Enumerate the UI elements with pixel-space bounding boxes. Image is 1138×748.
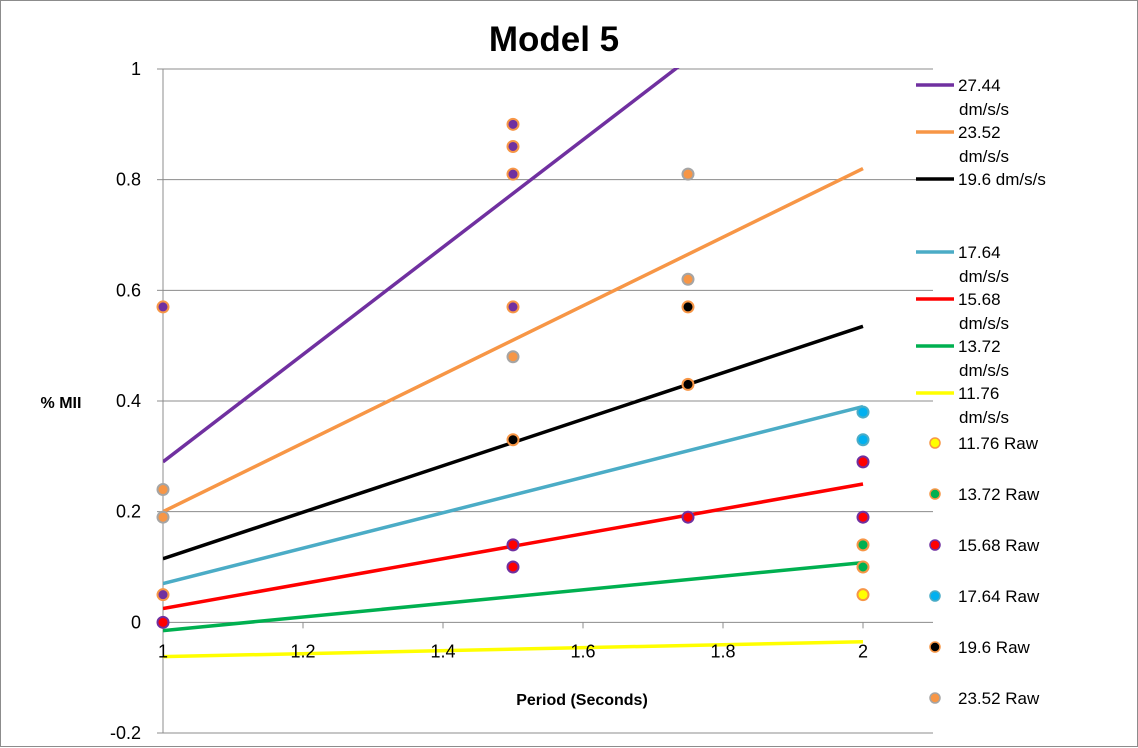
legend-marker-15-68-raw	[929, 539, 941, 551]
y-axis-label: % MII	[41, 395, 82, 412]
point-27-44-raw-2	[506, 117, 520, 131]
point-19-6-raw-0	[506, 433, 520, 447]
fit-line-17-64-dm-s-s	[163, 404, 864, 586]
point-27-44-raw-3	[506, 139, 520, 153]
point-23-52-raw-4	[681, 272, 695, 286]
legend-label-23-52-raw: 23.52 Raw	[958, 689, 1040, 708]
legend-label-23-52-dm-s-s: 23.52	[958, 123, 1001, 142]
legend: 27.44 dm/s/s 23.52 dm/s/s 19.6 dm/s/s 17.64 dm…	[916, 76, 1046, 708]
x-tick-label-1: 1.2	[290, 641, 315, 661]
legend-label-27-44-dm-s-s: 27.44	[958, 76, 1001, 95]
point-13-72-raw-1	[856, 560, 870, 574]
fit-line-11-76-dm-s-s	[163, 639, 864, 659]
legend-marker-11-76-raw	[929, 437, 941, 449]
point-27-44-raw-4	[506, 167, 520, 181]
point-27-44-raw-1	[156, 588, 170, 602]
legend-label-11-76-dm-s-s: 11.76	[958, 384, 999, 403]
legend-label-17-64-dm-s-s: 17.64	[958, 243, 1001, 262]
y-tick-label-1: 0	[131, 612, 141, 632]
chart-title: Model 5	[489, 20, 619, 59]
data-points	[156, 117, 870, 629]
y-tick-label-4: 0.6	[116, 280, 141, 300]
legend-label-15-68-dm-s-s-unit: dm/s/s	[959, 314, 1009, 333]
point-23-52-raw-2	[506, 350, 520, 364]
x-tick-label-2: 1.4	[430, 641, 455, 661]
point-23-52-raw-0	[156, 483, 170, 497]
legend-marker-13-72-raw	[929, 488, 941, 500]
legend-label-13-72-raw: 13.72 Raw	[958, 485, 1040, 504]
point-15-68-raw-1	[506, 538, 520, 552]
fit-line-23-52-dm-s-s	[163, 167, 864, 514]
point-19-6-raw-2	[681, 377, 695, 391]
point-15-68-raw-0	[156, 615, 170, 629]
point-11-76-raw-0	[856, 588, 870, 602]
point-17-64-raw-0	[856, 405, 870, 419]
x-axis-label: Period (Seconds)	[516, 692, 648, 709]
point-27-44-raw-5	[506, 300, 520, 314]
x-tick-label-0: 1	[158, 641, 168, 661]
y-tick-label-6: 1	[131, 59, 141, 79]
point-19-6-raw-1	[681, 300, 695, 314]
y-tick-label-3: 0.4	[116, 391, 141, 411]
legend-label-19-6-dm-s-s: 19.6 dm/s/s	[958, 170, 1046, 189]
point-13-72-raw-0	[856, 538, 870, 552]
point-23-52-raw-3	[681, 167, 695, 181]
y-tick-label-5: 0.8	[116, 170, 141, 190]
legend-label-23-52-dm-s-s-unit: dm/s/s	[959, 147, 1009, 166]
point-23-52-raw-1	[156, 510, 170, 524]
point-15-68-raw-5	[856, 510, 870, 524]
legend-label-17-64-dm-s-s-unit: dm/s/s	[959, 267, 1009, 286]
point-15-68-raw-4	[856, 455, 870, 469]
legend-label-13-72-dm-s-s: 13.72	[958, 337, 1001, 356]
legend-label-15-68-raw: 15.68 Raw	[958, 536, 1040, 555]
x-tick-label-4: 1.8	[710, 641, 735, 661]
x-tick-label-5: 2	[858, 641, 868, 661]
point-17-64-raw-1	[856, 433, 870, 447]
legend-label-11-76-raw: 11.76 Raw	[958, 434, 1039, 453]
point-15-68-raw-2	[506, 560, 520, 574]
legend-label-15-68-dm-s-s: 15.68	[958, 290, 1001, 309]
tick-labels: -0.2 0 0.2 0.4 0.6 0.8 1 1 1.2 1.4 1.6 1.8 2	[110, 59, 868, 743]
fit-line-27-44-dm-s-s	[163, 68, 680, 464]
legend-label-13-72-dm-s-s-unit: dm/s/s	[959, 361, 1009, 380]
legend-label-11-76-dm-s-s-unit: dm/s/s	[959, 408, 1009, 427]
fit-line-13-72-dm-s-s	[163, 560, 864, 633]
gridlines	[157, 68, 933, 734]
point-15-68-raw-3	[681, 510, 695, 524]
legend-marker-23-52-raw	[929, 692, 941, 704]
y-tick-label-2: 0.2	[116, 502, 141, 522]
legend-label-27-44-dm-s-s-unit: dm/s/s	[959, 100, 1009, 119]
x-tick-label-3: 1.6	[570, 641, 595, 661]
legend-label-19-6-raw: 19.6 Raw	[958, 638, 1031, 657]
y-tick-label-0: -0.2	[110, 723, 141, 743]
legend-label-17-64-raw: 17.64 Raw	[958, 587, 1040, 606]
legend-marker-17-64-raw	[929, 590, 941, 602]
legend-marker-19-6-raw	[929, 641, 941, 653]
point-27-44-raw-0	[156, 300, 170, 314]
fit-lines	[163, 68, 864, 659]
